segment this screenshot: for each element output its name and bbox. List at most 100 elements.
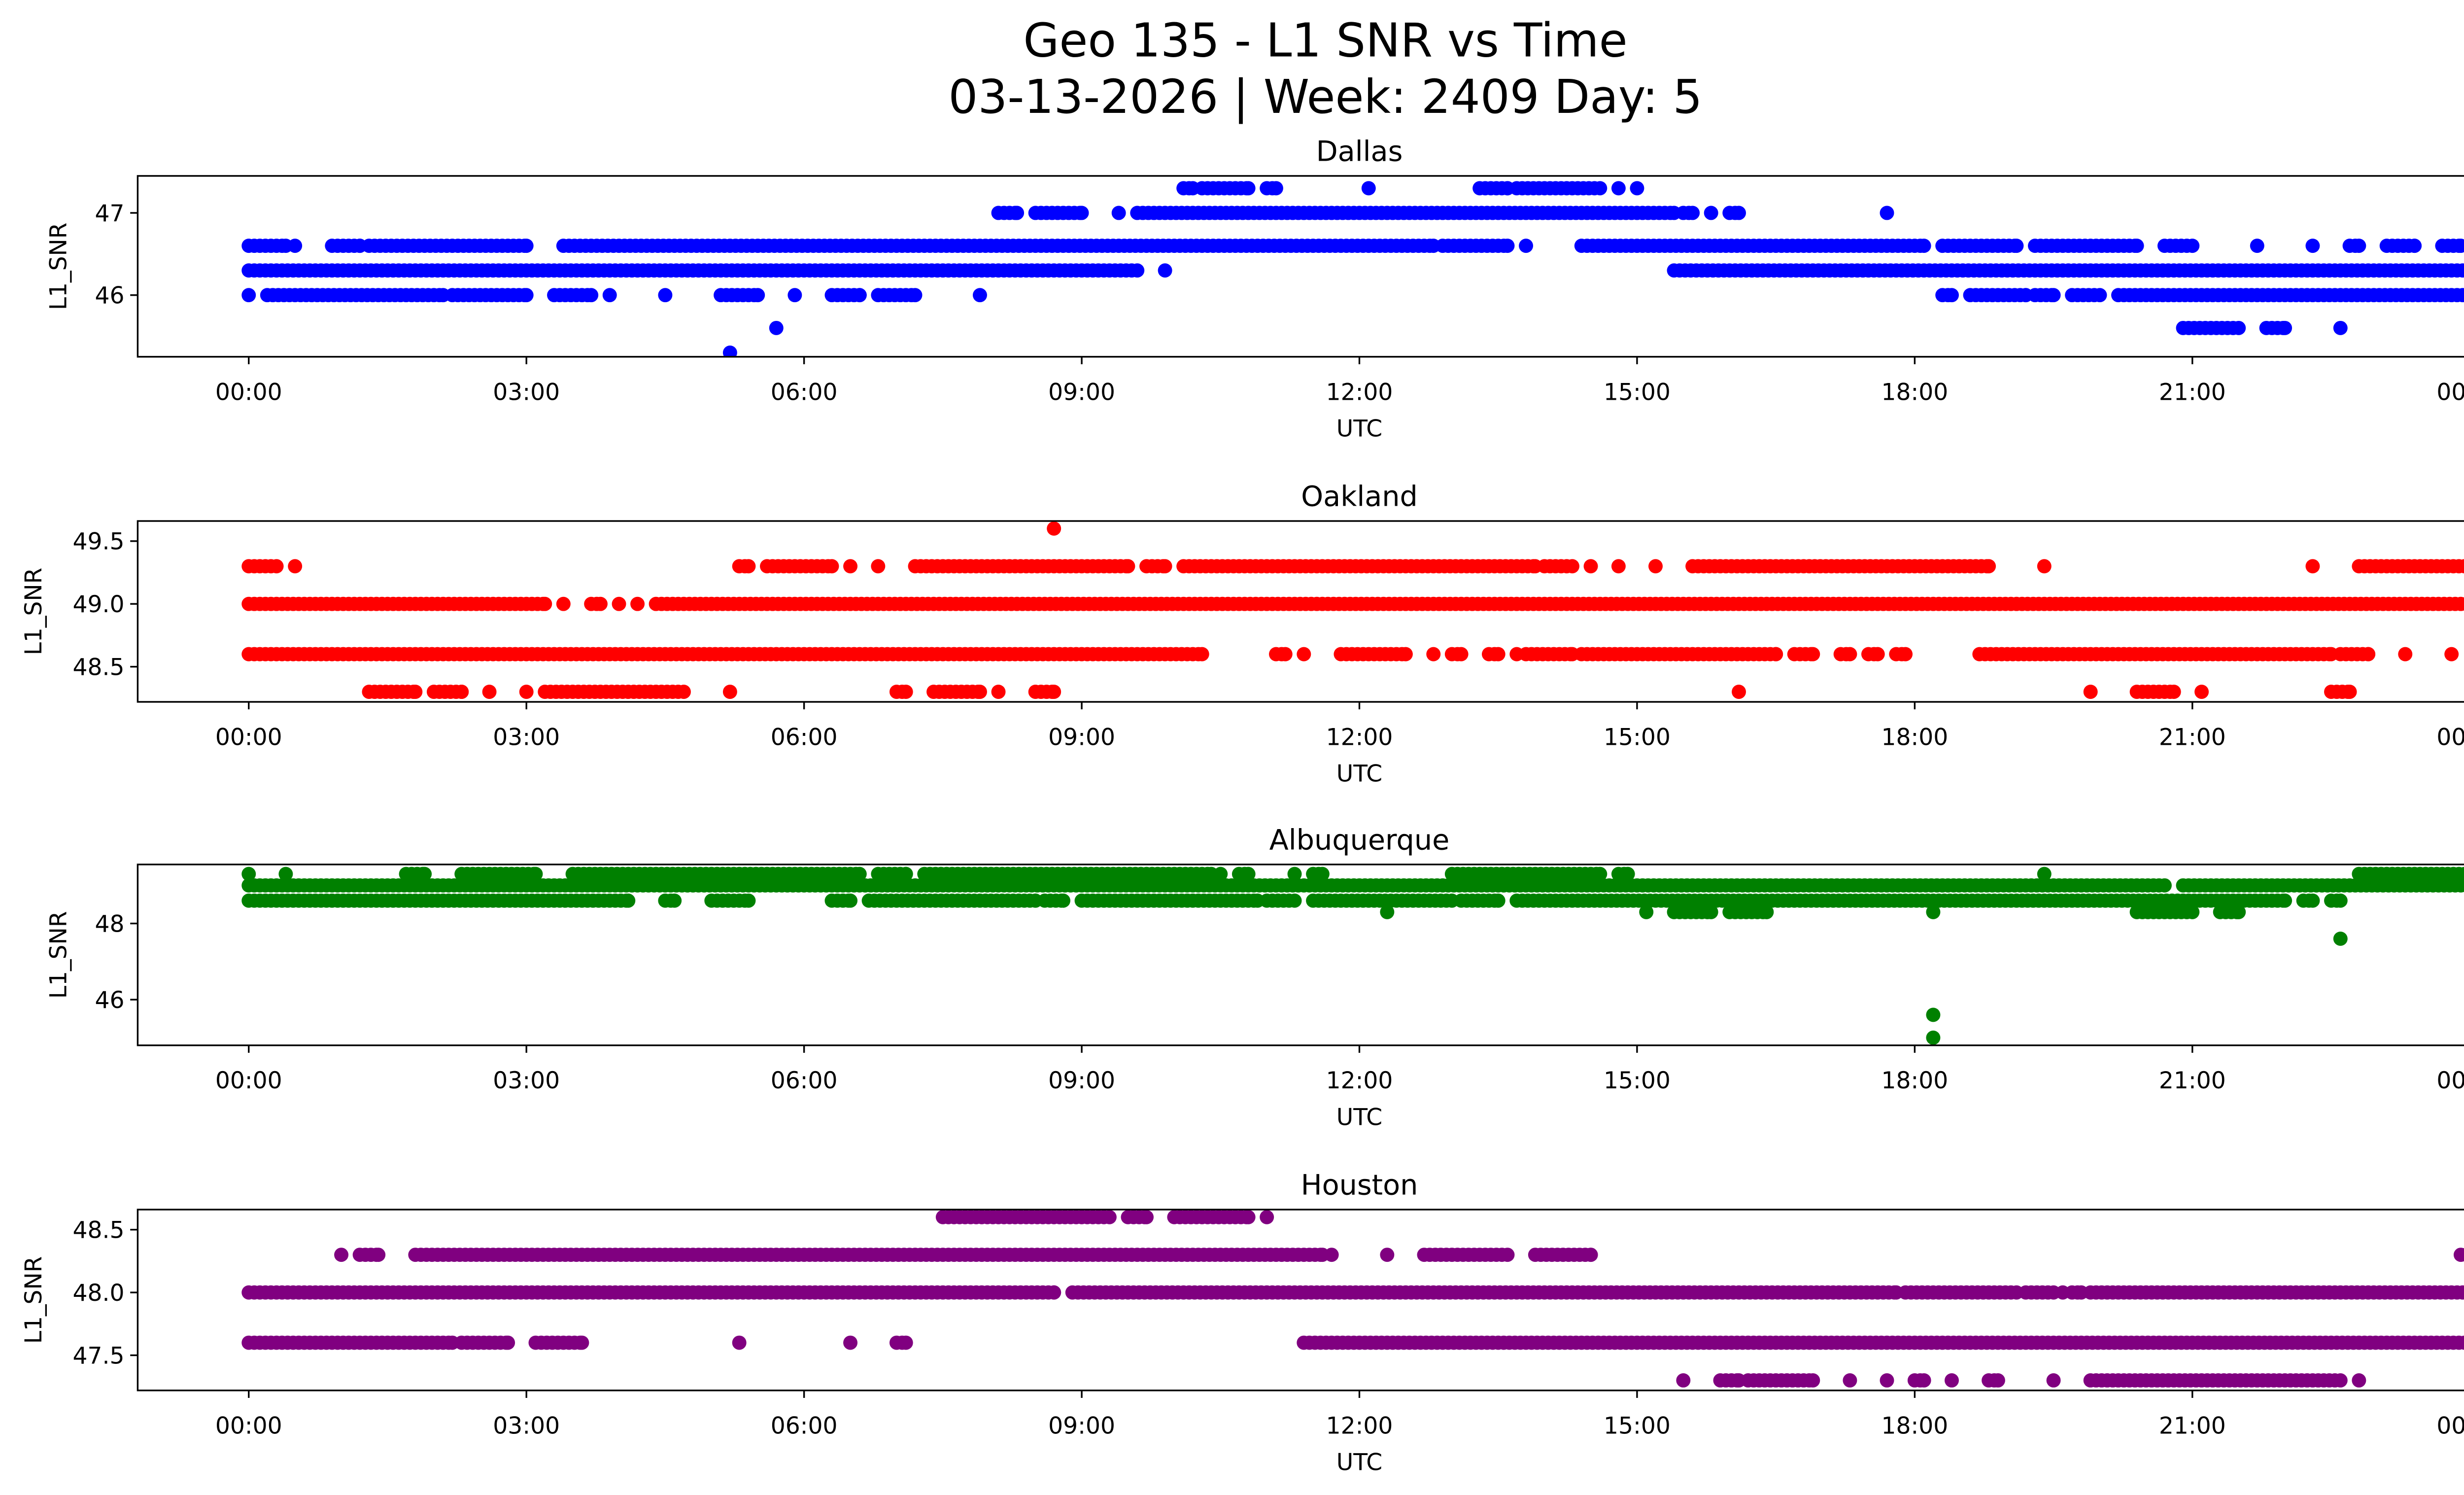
data-point — [2398, 647, 2413, 661]
subplot-title: Albuquerque — [1269, 824, 1450, 857]
data-point — [898, 1335, 913, 1350]
data-point — [1611, 559, 1626, 574]
data-point — [417, 867, 432, 881]
x-tick-label: 00:00 — [215, 1067, 282, 1094]
y-tick-label: 49.5 — [73, 528, 125, 556]
data-point — [2463, 1251, 2464, 1259]
data-point — [2092, 288, 2107, 303]
data-point — [602, 288, 617, 303]
data-point — [2305, 559, 2320, 574]
y-tick-label: 49.0 — [73, 591, 125, 618]
y-tick-label: 47 — [95, 200, 125, 227]
data-point — [1732, 206, 1746, 220]
data-point — [2037, 559, 2052, 574]
data-point — [2453, 239, 2464, 253]
data-point — [408, 685, 423, 699]
data-point — [1630, 181, 1644, 196]
data-point — [1583, 1248, 1598, 1262]
data-point — [1916, 1373, 1931, 1388]
subplot-title: Dallas — [1316, 136, 1403, 168]
x-tick-label: 21:00 — [2159, 1412, 2226, 1439]
data-point — [593, 596, 608, 611]
data-point — [630, 596, 645, 611]
data-point — [334, 1248, 349, 1262]
data-point — [787, 288, 802, 303]
x-tick-label: 15:00 — [1604, 1067, 1671, 1094]
data-point — [2231, 904, 2246, 919]
data-point — [241, 867, 256, 881]
x-tick-label: 09:00 — [1048, 379, 1115, 406]
data-point — [1519, 239, 1534, 253]
data-point — [1324, 1248, 1339, 1262]
data-point — [1426, 647, 1441, 661]
data-point — [1593, 867, 1608, 881]
data-point — [1704, 206, 1718, 220]
data-point — [1380, 1248, 1395, 1262]
data-point — [1315, 867, 1330, 881]
x-tick-label: 03:00 — [493, 1067, 560, 1094]
data-point — [2352, 239, 2366, 253]
subplot-title: Oakland — [1301, 481, 1418, 513]
data-point — [658, 288, 673, 303]
data-point — [2046, 288, 2061, 303]
data-point — [519, 288, 534, 303]
data-point — [2333, 893, 2348, 908]
data-point — [538, 596, 552, 611]
data-point — [2455, 1285, 2464, 1300]
x-tick-label: 18:00 — [1881, 379, 1948, 406]
x-tick-label: 21:00 — [2159, 724, 2226, 751]
data-point — [1685, 206, 1700, 220]
y-axis-label: L1_SNR — [45, 223, 72, 311]
data-point — [1982, 559, 1996, 574]
y-tick-label: 48.5 — [73, 654, 125, 681]
data-point — [519, 685, 534, 699]
data-point — [1287, 893, 1302, 908]
data-point — [843, 559, 858, 574]
data-point — [1500, 1248, 1515, 1262]
data-point — [1297, 647, 1311, 661]
x-tick-label: 03:00 — [493, 724, 560, 751]
data-point — [1990, 1373, 2005, 1388]
data-point — [1898, 647, 1913, 661]
x-tick-label: 18:00 — [1881, 1067, 1948, 1094]
x-tick-label: 21:00 — [2159, 1067, 2226, 1094]
data-point — [621, 893, 636, 908]
x-tick-label: 03:00 — [493, 379, 560, 406]
data-point — [2461, 264, 2464, 277]
data-point — [454, 685, 469, 699]
x-tick-label: 00:00 — [2436, 1412, 2464, 1439]
y-axis-label: L1_SNR — [45, 911, 72, 999]
data-point — [2278, 320, 2293, 335]
data-point — [2129, 239, 2144, 253]
data-point — [2407, 239, 2422, 253]
data-point — [908, 288, 923, 303]
data-point — [2278, 893, 2293, 908]
data-point — [482, 685, 497, 699]
subplot-oakland: Oakland 48.5 49.0 49.5 L1_SNR 00:00 03:00 06:00… — [20, 481, 2464, 788]
data-point — [2250, 239, 2264, 253]
data-point — [1648, 559, 1663, 574]
data-point — [1926, 1030, 1941, 1045]
figure-title: Geo 135 - L1 SNR vs Time — [1023, 14, 1627, 68]
data-point — [2463, 870, 2464, 878]
data-point — [1491, 647, 1506, 661]
x-axis-label: UTC — [1336, 1104, 1382, 1131]
data-point — [732, 1335, 747, 1350]
data-point — [2361, 647, 2376, 661]
data-point — [852, 288, 867, 303]
data-point — [1361, 181, 1376, 196]
data-point — [1130, 263, 1145, 278]
data-point — [2231, 320, 2246, 335]
x-axis-label: UTC — [1336, 761, 1382, 788]
data-point — [501, 1335, 515, 1350]
data-point — [1278, 647, 1293, 661]
x-tick-label: 12:00 — [1326, 379, 1393, 406]
figure-subtitle: 03-13-2026 | Week: 2409 Day: 5 — [948, 70, 1702, 124]
data-point — [2037, 867, 2052, 881]
x-tick-label: 00:00 — [215, 724, 282, 751]
data-point — [1241, 867, 1256, 881]
data-point — [1287, 867, 1302, 881]
x-tick-label: 21:00 — [2159, 379, 2226, 406]
y-tick-label: 46 — [95, 282, 125, 310]
data-point — [2463, 881, 2464, 889]
